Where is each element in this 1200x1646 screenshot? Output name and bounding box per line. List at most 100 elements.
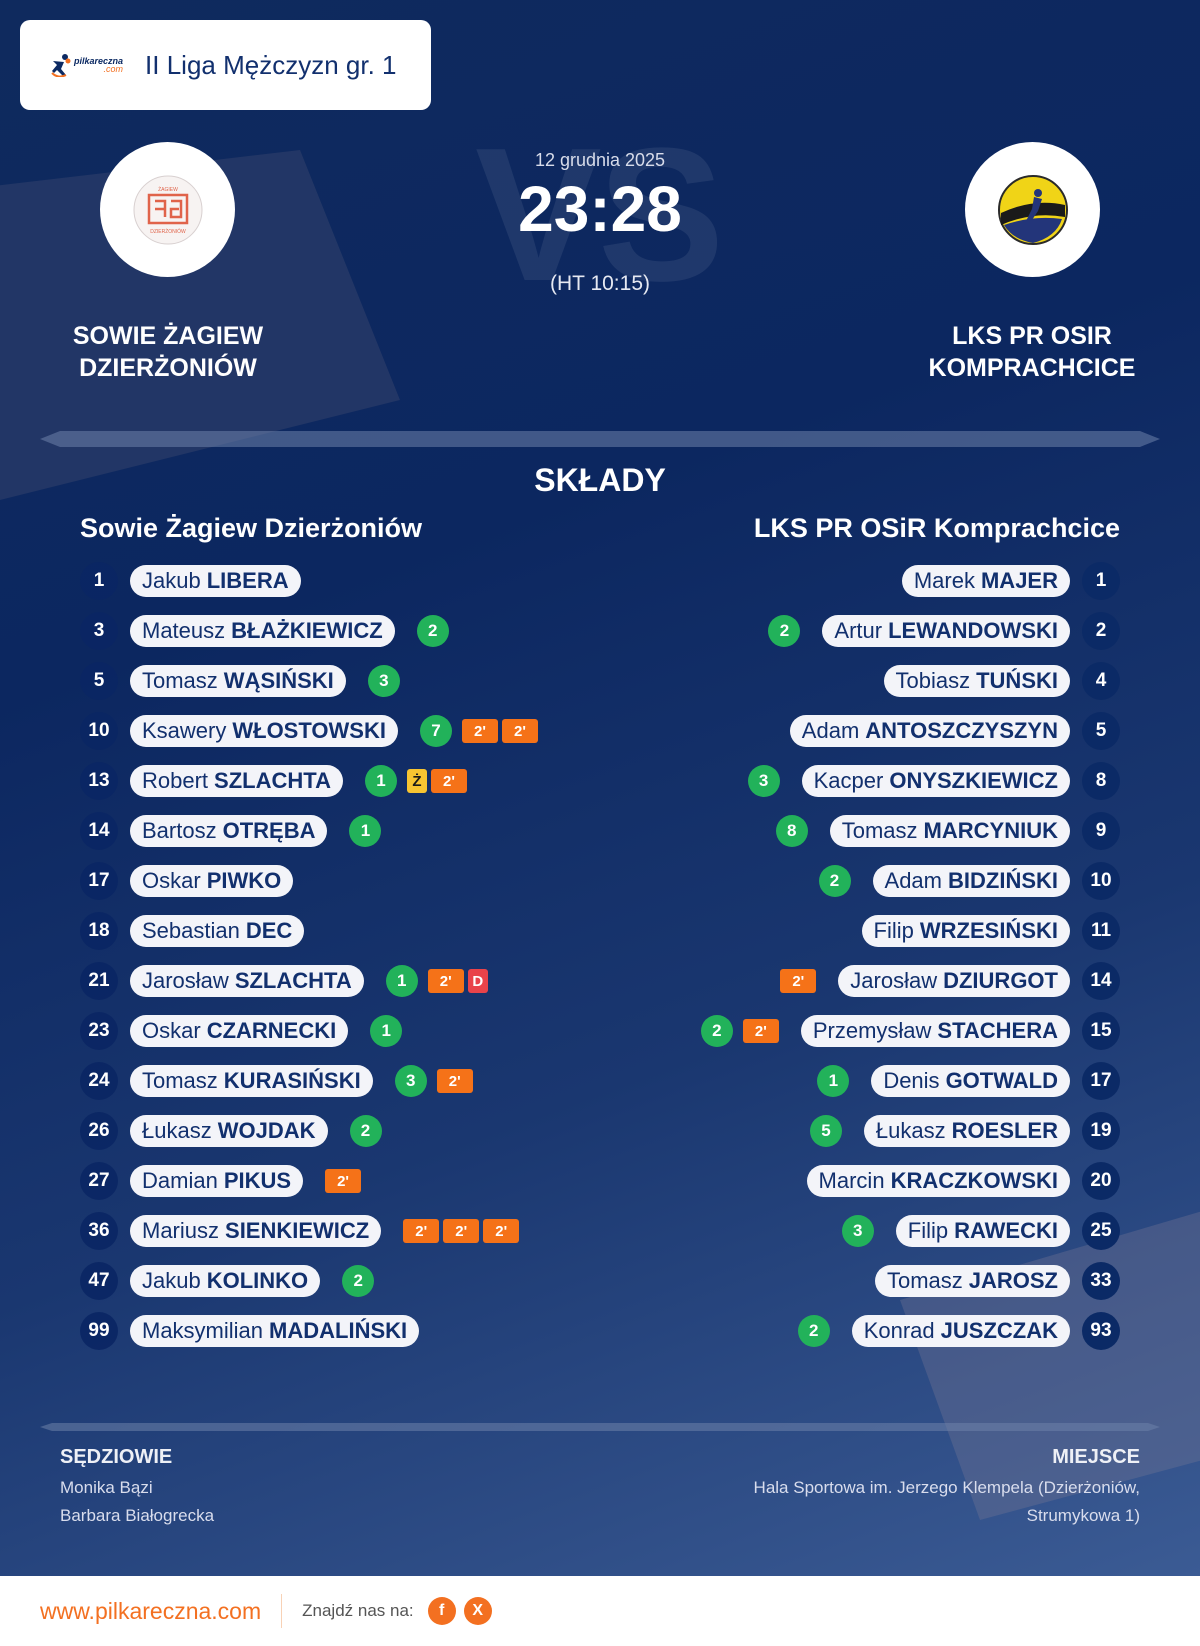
player-name[interactable]: Tomasz WĄSIŃSKI	[130, 665, 346, 697]
player-stats: 1 Ż 2'	[364, 765, 467, 797]
player-name[interactable]: Maksymilian MADALIŃSKI	[130, 1315, 420, 1347]
site-url-link[interactable]: www.pilkareczna.com	[40, 1597, 262, 1624]
player-first-name: Przemysław	[812, 1018, 932, 1043]
player-name[interactable]: Marcin KRACZKOWSKI	[806, 1165, 1070, 1197]
player-name[interactable]: Jakub LIBERA	[130, 565, 301, 597]
player-last-name: DEC	[245, 918, 293, 943]
player-last-name: RAWECKI	[954, 1218, 1058, 1243]
player-last-name: MADALIŃSKI	[269, 1318, 408, 1343]
jersey-number: 33	[1082, 1262, 1120, 1300]
goals-badge: 2	[700, 1015, 733, 1047]
player-stats: 2 2'	[700, 1015, 779, 1047]
player-name[interactable]: Robert SZLACHTA	[130, 765, 343, 797]
jersey-number: 5	[80, 662, 118, 700]
jersey-number: 18	[80, 912, 118, 950]
player-stats: 2	[416, 615, 449, 647]
footer-separator	[281, 1594, 283, 1628]
goals-badge: 2	[818, 865, 851, 897]
player-row: 26 Łukasz WOJDAK 2	[80, 1106, 538, 1156]
player-row: Tomasz JAROSZ 33	[701, 1256, 1120, 1306]
player-name[interactable]: Denis GOTWALD	[871, 1065, 1070, 1097]
player-name[interactable]: Sebastian DEC	[130, 915, 305, 947]
player-last-name: CZARNECKI	[206, 1018, 337, 1043]
venue-text: Hala Sportowa im. Jerzego Klempela (Dzie…	[753, 1478, 1140, 1525]
goals-badge: 1	[385, 965, 418, 997]
footer: www.pilkareczna.com Znajdź nas na: f X	[0, 1576, 1200, 1646]
player-stats: 1	[349, 815, 382, 847]
player-first-name: Konrad	[863, 1318, 935, 1343]
player-name[interactable]: Filip RAWECKI	[895, 1215, 1070, 1247]
player-name[interactable]: Adam BIDZIŃSKI	[872, 865, 1070, 897]
home-roster: 1 Jakub LIBERA 3 Mateusz BŁAŻKIEWICZ 2 5 Tomasz W…	[80, 556, 538, 1356]
goals-badge: 7	[419, 715, 452, 747]
player-name[interactable]: Filip WRZESIŃSKI	[861, 915, 1070, 947]
goals-badge: 2	[797, 1315, 830, 1347]
player-stats: 2	[818, 865, 851, 897]
player-name[interactable]: Adam ANTOSZCZYSZYN	[789, 715, 1070, 747]
player-first-name: Mateusz	[142, 618, 226, 643]
away-roster: Marek MAJER 1 2 Artur LEWANDOWSKI 2 Tobiasz TUŃS…	[700, 556, 1120, 1356]
player-last-name: DZIURGOT	[943, 968, 1058, 993]
jersey-number: 10	[80, 712, 118, 750]
player-name[interactable]: Tomasz KURASIŃSKI	[130, 1065, 373, 1097]
player-name[interactable]: Jakub KOLINKO	[130, 1265, 321, 1297]
player-stats: 3 2'	[394, 1065, 473, 1097]
player-last-name: PIWKO	[206, 868, 282, 893]
player-first-name: Oskar	[142, 868, 201, 893]
away-team-crest	[965, 142, 1100, 277]
player-first-name: Tomasz	[886, 1268, 963, 1293]
player-name[interactable]: Damian PIKUS	[130, 1165, 304, 1197]
player-row: Marcin KRACZKOWSKI 20	[701, 1156, 1120, 1206]
player-row: 23 Oskar CZARNECKI 1	[80, 1006, 538, 1056]
goals-badge: 3	[394, 1065, 427, 1097]
player-name[interactable]: Tobiasz TUŃSKI	[883, 665, 1070, 697]
player-stats: 8	[775, 815, 808, 847]
player-name[interactable]: Łukasz ROESLER	[863, 1115, 1070, 1147]
player-name[interactable]: Kacper ONYSZKIEWICZ	[801, 765, 1070, 797]
site-logo[interactable]: pilkareczna .com	[50, 53, 123, 77]
player-row: Marek MAJER 1	[701, 556, 1120, 606]
player-row: 3 Filip RAWECKI 25	[701, 1206, 1120, 1256]
player-row: 8 Tomasz MARCYNIUK 9	[701, 806, 1120, 856]
x-icon[interactable]: X	[463, 1597, 492, 1625]
player-name[interactable]: Łukasz WOJDAK	[130, 1115, 328, 1147]
player-name[interactable]: Konrad JUSZCZAK	[851, 1315, 1070, 1347]
player-stats: 2	[768, 615, 801, 647]
jersey-number: 13	[80, 762, 118, 800]
player-name[interactable]: Przemysław STACHERA	[800, 1015, 1070, 1047]
player-row: Adam ANTOSZCZYSZYN 5	[701, 706, 1120, 756]
player-name[interactable]: Jarosław DZIURGOT	[838, 965, 1070, 997]
venue-label: MIEJSCE	[1052, 1446, 1140, 1468]
player-name[interactable]: Mariusz SIENKIEWICZ	[130, 1215, 382, 1247]
player-name[interactable]: Artur LEWANDOWSKI	[822, 615, 1070, 647]
home-team-crest: ŻAGIEW DZIERŻONIÓW	[100, 142, 235, 277]
suspension-badge: 2'	[430, 769, 467, 793]
yellow-card-badge: Ż	[406, 769, 427, 793]
home-team-name: SOWIE ŻAGIEW DZIERŻONIÓW	[72, 322, 264, 382]
player-name[interactable]: Tomasz JAROSZ	[874, 1265, 1070, 1297]
player-row: 13 Robert SZLACHTA 1 Ż 2'	[80, 756, 538, 806]
facebook-icon[interactable]: f	[427, 1597, 456, 1625]
player-name[interactable]: Oskar CZARNECKI	[130, 1015, 349, 1047]
player-last-name: BŁAŻKIEWICZ	[231, 618, 383, 643]
player-name[interactable]: Bartosz OTRĘBA	[130, 815, 328, 847]
player-first-name: Tomasz	[142, 1068, 218, 1093]
player-name[interactable]: Oskar PIWKO	[130, 865, 294, 897]
suspension-badge: 2'	[780, 969, 817, 993]
player-name[interactable]: Jarosław SZLACHTA	[130, 965, 364, 997]
match-date: 12 grudnia 2025	[534, 150, 666, 170]
goals-badge: 2	[349, 1115, 382, 1147]
jersey-number: 27	[80, 1162, 118, 1200]
player-row: 3 Kacper ONYSZKIEWICZ 8	[701, 756, 1120, 806]
player-last-name: LEWANDOWSKI	[888, 618, 1058, 643]
player-first-name: Kacper	[813, 768, 884, 793]
player-name[interactable]: Marek MAJER	[901, 565, 1070, 597]
player-name[interactable]: Ksawery WŁOSTOWSKI	[130, 715, 398, 747]
player-last-name: WŁOSTOWSKI	[232, 718, 386, 743]
player-first-name: Oskar	[142, 1018, 201, 1043]
player-name[interactable]: Tomasz MARCYNIUK	[829, 815, 1070, 847]
player-first-name: Sebastian	[142, 918, 240, 943]
player-name[interactable]: Mateusz BŁAŻKIEWICZ	[130, 615, 395, 647]
jersey-number: 1	[1082, 562, 1120, 600]
player-stats: 1	[817, 1065, 850, 1097]
